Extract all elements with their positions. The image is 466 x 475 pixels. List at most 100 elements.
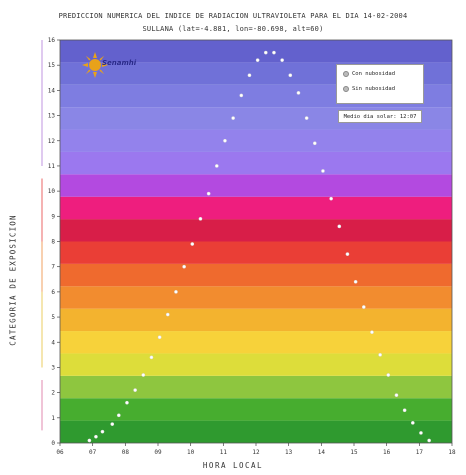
data-point xyxy=(125,400,129,405)
x-tick-label: 17 xyxy=(416,449,424,456)
solar-noon-box: Medio dia solar: 12:07 xyxy=(338,110,422,123)
data-point xyxy=(427,438,431,443)
y-tick-label: 3 xyxy=(51,364,55,371)
data-point xyxy=(223,138,227,143)
uv-band-17 xyxy=(60,40,452,63)
uv-band-1 xyxy=(60,398,452,421)
x-tick-label: 13 xyxy=(285,449,293,456)
data-point xyxy=(157,335,162,340)
y-tick-label: 14 xyxy=(48,87,56,94)
x-tick-label: 15 xyxy=(350,449,358,456)
data-point xyxy=(272,50,276,55)
legend-marker xyxy=(343,71,349,77)
data-point xyxy=(174,290,178,294)
data-point xyxy=(304,116,309,120)
uv-band-0 xyxy=(60,420,452,443)
data-point xyxy=(402,408,407,413)
legend-item-with-clouds: Con nubosidad xyxy=(343,71,395,77)
uv-band-10 xyxy=(60,196,452,220)
uv-band-2 xyxy=(60,375,452,399)
data-point xyxy=(263,50,268,55)
data-point xyxy=(206,191,211,196)
data-point xyxy=(345,252,350,256)
uv-band-13 xyxy=(60,129,452,152)
data-point xyxy=(378,352,382,357)
y-tick-label: 12 xyxy=(48,138,56,145)
data-point xyxy=(280,58,284,63)
y-tick-label: 6 xyxy=(51,289,55,296)
data-point xyxy=(419,431,423,435)
x-tick-label: 10 xyxy=(187,449,195,456)
x-tick-label: 09 xyxy=(154,449,162,456)
data-point xyxy=(133,388,137,392)
x-axis-label: HORA LOCAL xyxy=(202,461,264,470)
data-point xyxy=(337,224,342,229)
data-point xyxy=(370,330,374,335)
data-point xyxy=(100,429,105,434)
legend-marker xyxy=(343,86,349,92)
logo-text: Senamhi xyxy=(102,59,137,67)
uv-band-4 xyxy=(60,331,452,354)
legend: Con nubosidad Sin nubosidad xyxy=(336,64,424,104)
data-point xyxy=(141,373,146,377)
x-tick-label: 16 xyxy=(383,449,391,456)
data-point xyxy=(255,58,260,63)
uv-band-9 xyxy=(60,219,452,242)
data-point xyxy=(410,421,415,425)
x-tick-label: 06 xyxy=(56,449,64,456)
x-tick-label: 11 xyxy=(220,449,228,456)
data-point xyxy=(386,373,391,377)
data-point xyxy=(182,264,186,269)
y-tick-label: 15 xyxy=(48,62,56,69)
y-tick-label: 8 xyxy=(51,239,55,246)
data-point xyxy=(190,242,195,246)
x-tick-label: 08 xyxy=(122,449,130,456)
data-point xyxy=(247,73,252,78)
data-point xyxy=(149,355,154,360)
data-point xyxy=(329,196,333,201)
uv-band-5 xyxy=(60,308,452,332)
data-point xyxy=(296,91,301,95)
y-tick-label: 10 xyxy=(48,188,56,195)
data-point xyxy=(110,422,115,426)
data-point xyxy=(394,393,399,397)
uv-band-11 xyxy=(60,174,452,197)
y-tick-label: 7 xyxy=(51,264,55,271)
y-tick-label: 2 xyxy=(51,390,55,397)
uv-band-6 xyxy=(60,286,452,309)
legend-item-without-clouds: Sin nubosidad xyxy=(343,86,395,92)
data-point xyxy=(116,413,121,418)
data-point xyxy=(361,305,366,309)
y-tick-label: 1 xyxy=(51,415,55,422)
senamhi-logo: Senamhi xyxy=(82,50,154,84)
data-point xyxy=(231,116,235,120)
data-point xyxy=(288,73,293,78)
data-point xyxy=(87,438,92,443)
uv-band-12 xyxy=(60,151,452,175)
data-point xyxy=(165,312,170,317)
y-tick-label: 5 xyxy=(51,314,55,321)
y-tick-label: 13 xyxy=(48,113,56,120)
data-point xyxy=(214,164,219,168)
data-point xyxy=(353,279,358,284)
sun-icon xyxy=(82,52,108,78)
data-point xyxy=(321,169,325,173)
x-tick-label: 12 xyxy=(252,449,260,456)
x-tick-label: 18 xyxy=(448,449,456,456)
legend-label: Sin nubosidad xyxy=(352,86,396,92)
data-point xyxy=(239,93,244,98)
data-point xyxy=(312,141,317,146)
data-point xyxy=(94,434,98,439)
y-tick-label: 9 xyxy=(51,213,55,220)
chart-title: PREDICCION NUMERICA DEL INDICE DE RADIAC… xyxy=(58,12,408,20)
chart-subtitle: SULLANA (lat=-4.881, lon=-80.698, alt=60… xyxy=(142,25,324,33)
y-tick-label: 4 xyxy=(51,339,55,346)
x-tick-label: 14 xyxy=(318,449,326,456)
x-tick-label: 07 xyxy=(89,449,97,456)
legend-label: Con nubosidad xyxy=(352,71,396,77)
uv-band-3 xyxy=(60,353,452,376)
y-tick-label: 16 xyxy=(48,37,56,44)
y-tick-label: 11 xyxy=(48,163,56,170)
uv-band-8 xyxy=(60,241,452,264)
uv-band-7 xyxy=(60,263,452,287)
